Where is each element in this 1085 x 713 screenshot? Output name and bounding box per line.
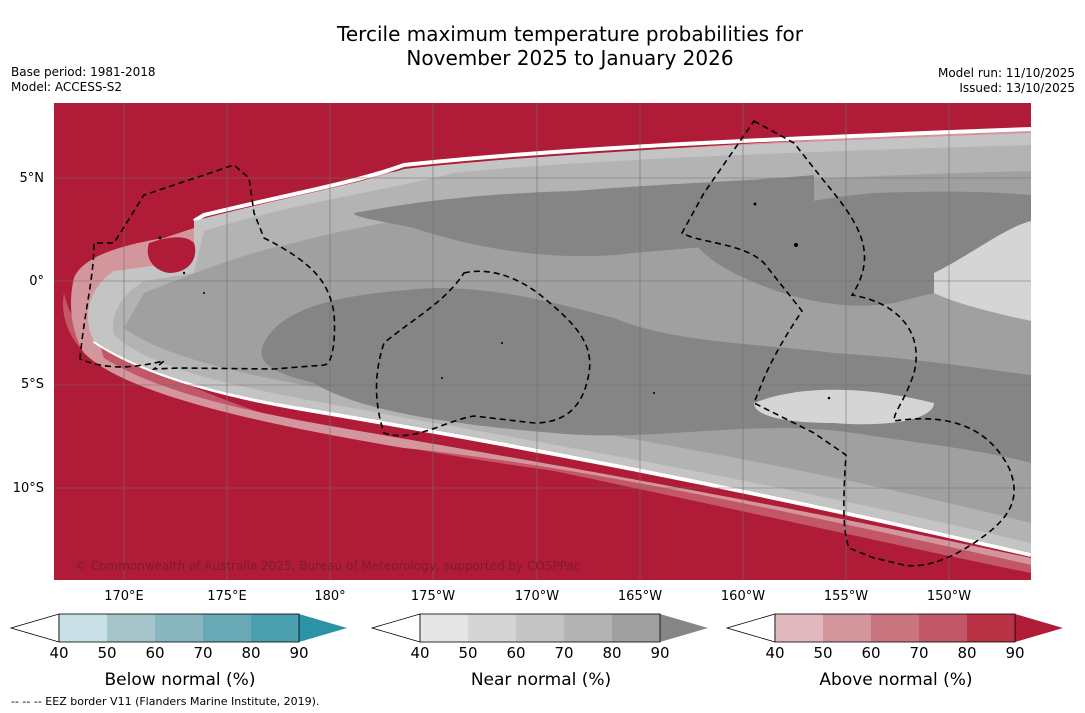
probability-map — [54, 103, 1031, 580]
near-50-patch-east — [934, 221, 1031, 321]
meta-right: Model run: 11/10/2025 Issued: 13/10/2025 — [938, 66, 1075, 96]
eez-footnote: -- -- -- EEZ border V11 (Flanders Marine… — [11, 695, 320, 708]
tick-80: 80 — [602, 644, 622, 662]
lon-label-180: 180° — [314, 589, 346, 604]
tick-60: 60 — [861, 644, 881, 662]
colorbar-near-swatches — [371, 613, 708, 643]
swatch-50 — [468, 614, 516, 642]
tick-50: 50 — [458, 644, 478, 662]
swatch-70 — [203, 614, 251, 642]
lon-label-160w: 160°W — [720, 589, 766, 604]
eez-borders — [79, 119, 1015, 567]
base-period: Base period: 1981-2018 — [11, 65, 156, 79]
swatch-50 — [107, 614, 155, 642]
swatch-80 — [251, 614, 299, 642]
tick-40: 40 — [765, 644, 785, 662]
swatch-80 — [967, 614, 1015, 642]
swatch-60 — [516, 614, 564, 642]
tick-50: 50 — [97, 644, 117, 662]
tick-70: 70 — [554, 644, 574, 662]
lon-label-175w: 175°W — [410, 589, 456, 604]
colorbar-below-label: Below normal (%) — [104, 670, 256, 690]
tick-80: 80 — [957, 644, 977, 662]
swatch-60 — [871, 614, 919, 642]
lon-label-170e: 170°E — [104, 589, 144, 604]
swatch-70 — [919, 614, 967, 642]
graticule — [54, 103, 1031, 580]
swatch-90-plus — [1015, 614, 1063, 642]
swatch-80 — [612, 614, 660, 642]
swatch-90-plus — [299, 614, 347, 642]
lon-label-155w: 155°W — [823, 589, 869, 604]
lat-label-5n: 5°N — [19, 171, 45, 186]
swatch-40 — [420, 614, 468, 642]
lon-label-165w: 165°W — [617, 589, 663, 604]
tick-70: 70 — [193, 644, 213, 662]
issued-date: Issued: 13/10/2025 — [959, 81, 1075, 95]
near-50-patch-south — [754, 389, 934, 425]
lat-label-0: 0° — [29, 274, 44, 289]
lon-label-170w: 170°W — [514, 589, 560, 604]
tick-60: 60 — [506, 644, 526, 662]
above-70-band — [63, 293, 1031, 573]
lat-label-10s: 10°S — [12, 481, 44, 496]
colorbar-below-normal: 40 50 60 70 80 90 Below normal (%) — [10, 612, 350, 702]
tick-90: 90 — [1005, 644, 1025, 662]
tick-90: 90 — [289, 644, 309, 662]
swatch-50 — [823, 614, 871, 642]
map-title: Tercile maximum temperature probabilitie… — [0, 22, 1085, 70]
lat-label-5s: 5°S — [20, 377, 44, 392]
swatch-40 — [775, 614, 823, 642]
meta-left: Base period: 1981-2018 Model: ACCESS-S2 — [11, 65, 156, 95]
tick-80: 80 — [241, 644, 261, 662]
colorbar-near-label: Near normal (%) — [470, 670, 612, 690]
model-run: Model run: 11/10/2025 — [937, 66, 1075, 80]
swatch-70 — [564, 614, 612, 642]
tick-60: 60 — [145, 644, 165, 662]
lon-label-175e: 175°E — [207, 589, 247, 604]
lon-label-150w: 150°W — [926, 589, 972, 604]
title-line-2: November 2025 to January 2026 — [406, 46, 734, 70]
swatch-90-plus — [660, 614, 708, 642]
tick-50: 50 — [813, 644, 833, 662]
colorbar-above-swatches — [726, 613, 1063, 643]
colorbar-above-normal: 40 50 60 70 80 90 Above normal (%) — [726, 612, 1066, 702]
tick-90: 90 — [650, 644, 670, 662]
colorbar-near-normal: 40 50 60 70 80 90 Near normal (%) — [371, 612, 711, 702]
tick-40: 40 — [49, 644, 69, 662]
swatch-60 — [155, 614, 203, 642]
swatch-40 — [59, 614, 107, 642]
model-name: Model: ACCESS-S2 — [11, 80, 123, 94]
copyright-notice: © Commonwealth of Australia 2025, Bureau… — [75, 559, 581, 573]
tick-70: 70 — [909, 644, 929, 662]
title-line-1: Tercile maximum temperature probabilitie… — [337, 22, 803, 46]
colorbar-below-swatches — [10, 613, 347, 643]
colorbar-above-label: Above normal (%) — [819, 670, 973, 690]
islands — [158, 202, 831, 400]
tick-40: 40 — [410, 644, 430, 662]
map-svg — [54, 103, 1031, 580]
